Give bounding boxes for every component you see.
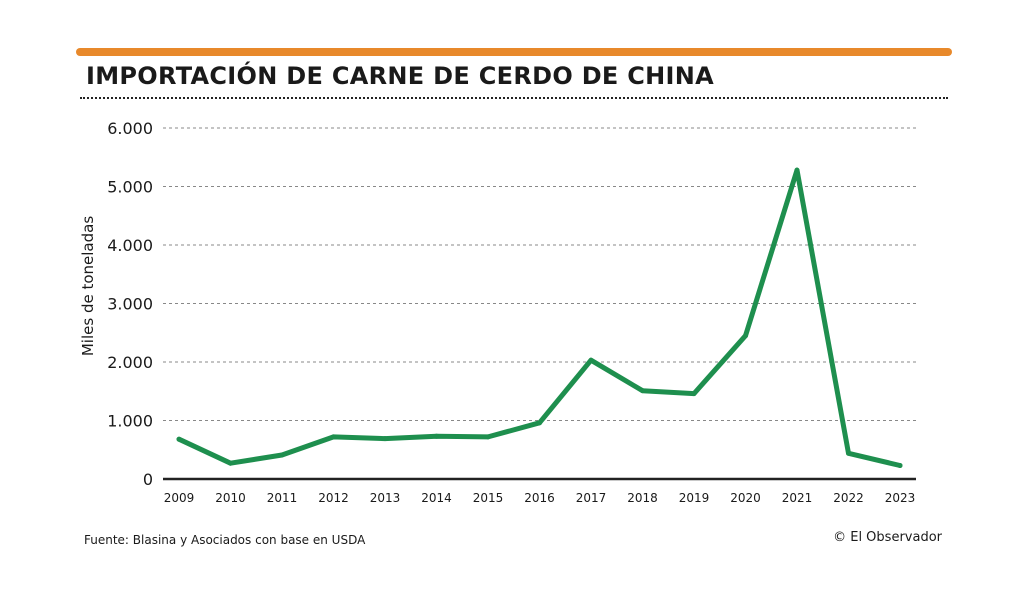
x-tick-label: 2023 <box>885 491 916 505</box>
data-point <box>691 391 697 397</box>
x-tick-label: 2009 <box>164 491 195 505</box>
data-point <box>588 357 594 363</box>
y-tick-label: 2.000 <box>107 353 153 372</box>
x-tick-label: 2018 <box>627 491 658 505</box>
data-point <box>176 436 182 442</box>
series-group <box>176 167 903 469</box>
data-point <box>794 167 800 173</box>
source-note: Fuente: Blasina y Asociados con base en … <box>84 533 366 547</box>
chart-title: IMPORTACIÓN DE CARNE DE CERDO DE CHINA <box>86 62 715 90</box>
x-tick-label: 2013 <box>370 491 401 505</box>
x-tick-label: 2015 <box>473 491 504 505</box>
x-tick-label: 2012 <box>318 491 349 505</box>
x-tick-label: 2022 <box>833 491 864 505</box>
x-axis-ticks: 2009 2010 2011 2012 2013 2014 2015 2016 2017 2018… <box>164 491 916 505</box>
y-tick-label: 0 <box>143 470 153 489</box>
data-point <box>846 450 851 456</box>
x-tick-label: 2011 <box>267 491 298 505</box>
x-tick-label: 2017 <box>576 491 607 505</box>
x-tick-label: 2010 <box>215 491 246 505</box>
x-tick-label: 2014 <box>421 491 452 505</box>
credit-note: © El Observador <box>833 530 942 545</box>
y-tick-label: 3.000 <box>107 295 153 314</box>
data-point <box>537 420 542 426</box>
y-tick-label: 1.000 <box>107 412 153 431</box>
y-axis-label: Miles de toneladas <box>79 216 97 356</box>
x-tick-label: 2021 <box>782 491 813 505</box>
y-tick-label: 4.000 <box>107 236 153 255</box>
x-tick-label: 2019 <box>679 491 710 505</box>
data-point <box>640 388 645 394</box>
x-tick-label: 2016 <box>524 491 555 505</box>
accent-bar <box>76 48 952 56</box>
y-tick-label: 6.000 <box>107 119 153 138</box>
x-tick-label: 2020 <box>730 491 761 505</box>
y-axis-ticks: 0 1.000 2.000 3.000 4.000 5.000 6.000 <box>107 119 153 489</box>
data-point <box>331 434 336 440</box>
title-divider <box>80 97 948 99</box>
data-point <box>485 434 491 440</box>
data-point <box>434 433 439 439</box>
data-point <box>743 333 748 339</box>
data-point <box>897 463 903 469</box>
data-point <box>382 436 388 442</box>
y-tick-label: 5.000 <box>107 178 153 197</box>
data-point <box>279 452 285 458</box>
gridlines <box>163 127 916 421</box>
data-point <box>228 460 233 466</box>
